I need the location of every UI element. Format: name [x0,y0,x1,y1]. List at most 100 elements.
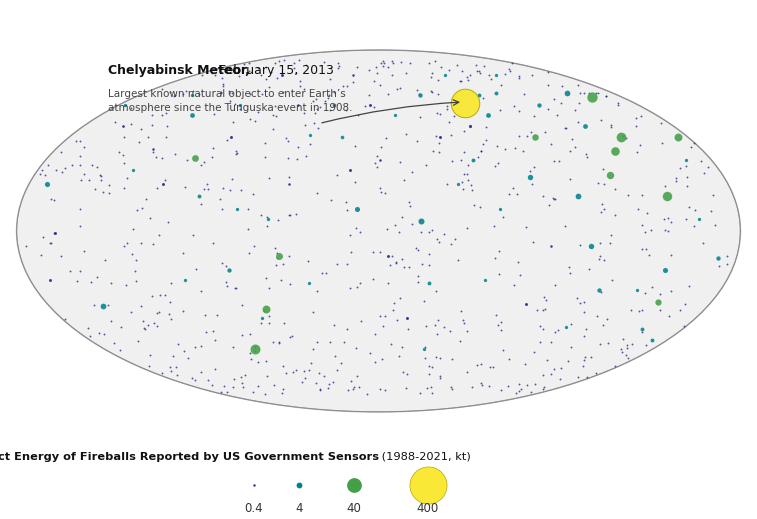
Point [684,143,696,152]
Point [113,148,125,157]
Point [617,132,629,140]
Point [548,365,560,373]
Point [453,95,466,104]
Point [252,64,264,72]
Point [593,239,606,247]
Point [348,177,360,186]
Point [272,74,284,82]
Point [513,380,525,388]
Point [491,159,503,167]
Point [524,167,536,175]
Point [615,347,628,356]
Point [160,108,172,117]
Point [578,298,590,306]
Point [403,198,415,206]
Point [403,201,416,210]
Point [344,230,357,239]
Point [260,372,273,380]
Point [324,105,336,114]
Point [495,386,507,394]
Point [367,275,379,283]
Point [541,81,553,89]
Point [387,59,399,67]
Point [695,157,707,166]
Point [681,215,693,223]
Point [429,132,441,141]
Text: 4: 4 [295,502,303,515]
Point [327,378,339,386]
Point [73,222,86,230]
Point [207,110,220,118]
Point [84,332,96,340]
Point [227,383,239,391]
Point [83,323,95,332]
Point [136,302,148,310]
Point [441,105,453,113]
Point [245,90,257,98]
Point [572,81,584,89]
Point [230,284,242,292]
Point [413,89,425,98]
Point [462,368,474,376]
Point [382,63,394,71]
Point [136,317,148,325]
Point [146,121,158,129]
Point [499,145,511,153]
Point [598,255,610,264]
Point [249,117,261,125]
Point [603,338,615,347]
Point [303,366,315,375]
Point [422,250,435,258]
Point [266,338,279,346]
Point [520,223,532,231]
Point [305,359,317,367]
Point [311,105,323,114]
Point [630,114,642,122]
Point [397,367,410,376]
Text: Calculated Impact Energy of Fireballs Reported by US Government Sensors: Calculated Impact Energy of Fireballs Re… [0,452,378,462]
Point [460,326,472,335]
Point [86,160,98,169]
Point [563,263,575,271]
Point [211,311,223,319]
Point [669,173,681,182]
Point [470,61,482,70]
Point [448,112,460,120]
Point [95,172,107,181]
Point [707,192,719,200]
Point [259,139,271,147]
Point [114,346,126,354]
Point [584,265,596,273]
Point [548,95,560,103]
Point [565,320,577,329]
Point [480,123,492,131]
Point [294,76,306,85]
Point [604,239,616,248]
Point [571,294,583,302]
Point [622,354,634,362]
Point [540,356,553,364]
Point [347,385,359,393]
Point [452,256,464,264]
Point [188,343,201,351]
Point [345,377,357,385]
Point [595,288,607,296]
Point [368,76,380,85]
Point [472,153,484,161]
Point [226,89,238,97]
Point [606,124,618,132]
Point [238,371,251,379]
Point [35,251,47,259]
Point [545,370,557,378]
Point [267,111,279,119]
Point [135,125,147,133]
Point [534,321,546,330]
Point [153,231,165,240]
Point [374,385,386,393]
Point [444,327,456,336]
Point [555,364,567,372]
Point [275,276,287,284]
Point [342,386,354,394]
Point [433,139,445,147]
Text: 400: 400 [416,502,439,515]
